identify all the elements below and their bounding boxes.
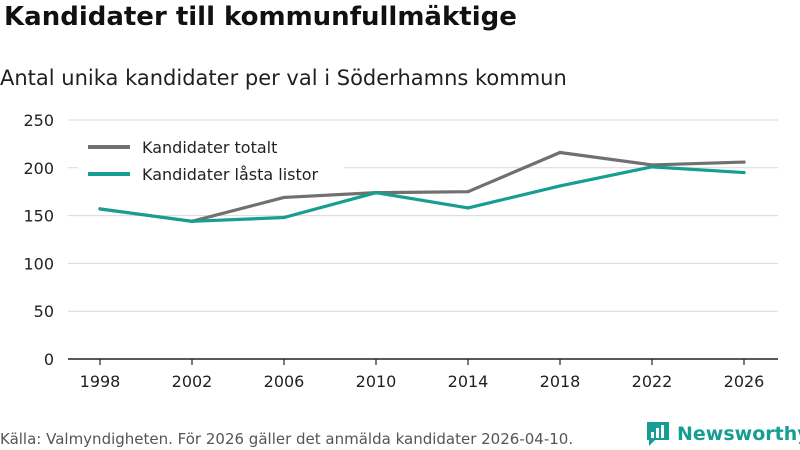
series-line-kandidater-totalt xyxy=(98,150,746,223)
data-point xyxy=(190,219,194,223)
data-point xyxy=(650,165,654,169)
data-point xyxy=(466,206,470,210)
y-tick-label: 250 xyxy=(23,111,54,130)
chart-subtitle: Antal unika kandidater per val i Söderha… xyxy=(0,66,567,90)
newsworthy-logo-icon xyxy=(647,422,669,446)
data-point xyxy=(742,170,746,175)
y-tick-label: 0 xyxy=(44,350,54,369)
legend-label: Kandidater totalt xyxy=(142,138,277,157)
data-point xyxy=(742,160,746,164)
data-point xyxy=(466,190,470,194)
x-tick-label: 1998 xyxy=(80,372,121,391)
x-tick-label: 2006 xyxy=(264,372,305,391)
y-tick-label: 200 xyxy=(23,159,54,178)
x-tick-label: 2014 xyxy=(448,372,489,391)
y-tick-label: 150 xyxy=(23,207,54,226)
series-line-kandidater-lasta-listor xyxy=(98,165,746,223)
data-point xyxy=(374,191,378,195)
data-point xyxy=(558,184,562,188)
brand-name: Newsworthy xyxy=(677,423,800,445)
legend-label: Kandidater låsta listor xyxy=(142,165,319,184)
legend-box xyxy=(78,130,344,188)
x-tick-label: 2022 xyxy=(632,372,673,391)
x-tick-label: 2010 xyxy=(356,372,397,391)
x-tick-label: 2026 xyxy=(724,372,765,391)
x-tick-label: 2018 xyxy=(540,372,581,391)
y-tick-label: 50 xyxy=(34,302,54,321)
brand-logo: Newsworthy xyxy=(645,420,800,448)
data-point xyxy=(98,207,102,211)
source-note: Källa: Valmyndigheten. För 2026 gäller d… xyxy=(0,430,574,448)
data-point xyxy=(282,215,286,220)
x-tick-label: 2002 xyxy=(172,372,213,391)
y-tick-label: 100 xyxy=(23,254,54,273)
chart-title: Kandidater till kommunfullmäktige xyxy=(4,2,517,32)
data-point xyxy=(558,150,562,155)
data-point xyxy=(282,195,286,200)
